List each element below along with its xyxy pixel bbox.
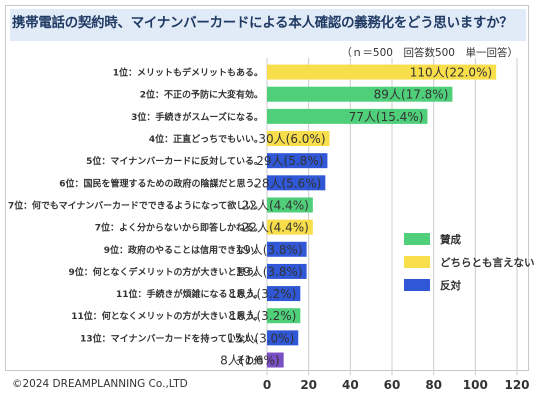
bar [267, 241, 307, 257]
title-bar [10, 9, 526, 41]
x-tick-label: 80 [425, 378, 442, 392]
data-label: 16人(3.2%) [229, 287, 296, 301]
legend-label: どちらとも言えない [440, 256, 535, 269]
bar [267, 64, 497, 80]
category-label: 9位：政府のやることは信用できない。 [104, 244, 263, 256]
category-label: 11位：何となくメリットの方が大きいと思う。 [71, 310, 263, 322]
data-label: 19人(3.8%) [235, 243, 302, 257]
bar [267, 330, 299, 346]
category-label: 2位：不正の予防に大変有効。 [140, 89, 263, 101]
data-label: 89人(17.8%) [374, 88, 449, 102]
bar [267, 308, 301, 324]
legend-swatch [404, 233, 430, 245]
category-label: 11位：手続きが煩雑になると思う。 [116, 288, 263, 300]
category-label: 7位：何でもマイナンバーカードでできるようになって欲しい。 [8, 199, 263, 211]
bar [267, 86, 453, 102]
x-tick-label: 120 [504, 378, 529, 392]
x-tick-label: 20 [300, 378, 317, 392]
category-label: 3位：手続きがスムーズになる。 [131, 111, 263, 123]
data-label: 30人(6.0%) [258, 132, 325, 146]
bar [267, 352, 284, 368]
bar [267, 263, 307, 279]
copyright-text: ©2024 DREAMPLANNING Co.,LTD [12, 378, 188, 390]
data-label: 8人(1.6%) [220, 354, 280, 368]
category-label: 1位：メリットもデメリットもある。 [113, 67, 263, 79]
data-label: 22人(4.4%) [242, 198, 309, 212]
x-tick-label: 40 [342, 378, 359, 392]
bar [267, 197, 313, 213]
data-label: 28人(5.6%) [254, 176, 321, 190]
category-label: 5位：マイナンバーカードに反対している。 [86, 155, 263, 167]
legend-swatch [404, 256, 430, 268]
legend-label: 賛成 [440, 233, 461, 246]
sample-note: （ｎ＝500 回答数500 単一回答） [341, 47, 518, 59]
category-label: その他 [236, 355, 263, 367]
bar [267, 131, 330, 147]
data-label: 29人(5.8%) [256, 154, 323, 168]
category-label: 9位：何となくデメリットの方が大きいと思う。 [69, 266, 263, 278]
data-label: 19人(3.8%) [235, 265, 302, 279]
category-label: 6位：国民を管理するための政府の陰謀だと思う。 [59, 177, 263, 189]
bar [267, 175, 326, 191]
category-label: 13位：マイナンバーカードを持っていない。 [80, 332, 263, 344]
x-tick-label: 0 [263, 378, 271, 392]
x-tick-label: 100 [463, 378, 488, 392]
bar [267, 153, 328, 169]
bar [267, 219, 313, 235]
category-label: 4位：正直どっちでもいい。 [149, 133, 263, 145]
bar [267, 286, 301, 302]
legend-label: 反対 [440, 279, 461, 292]
category-label: 7位：よく分からないから即答しかねる。 [95, 222, 263, 234]
data-label: 110人(22.0%) [410, 66, 492, 80]
data-label: 15人(3.0%) [227, 331, 294, 345]
data-label: 77人(15.4%) [349, 110, 424, 124]
chart-title: 携帯電話の契約時、マイナンバーカードによる本人確認の義務化をどう思いますか？ [12, 16, 513, 31]
legend-swatch [404, 279, 430, 291]
data-label: 22人(4.4%) [242, 221, 309, 235]
data-label: 16人(3.2%) [229, 309, 296, 323]
bar [267, 108, 428, 124]
x-tick-label: 60 [384, 378, 401, 392]
